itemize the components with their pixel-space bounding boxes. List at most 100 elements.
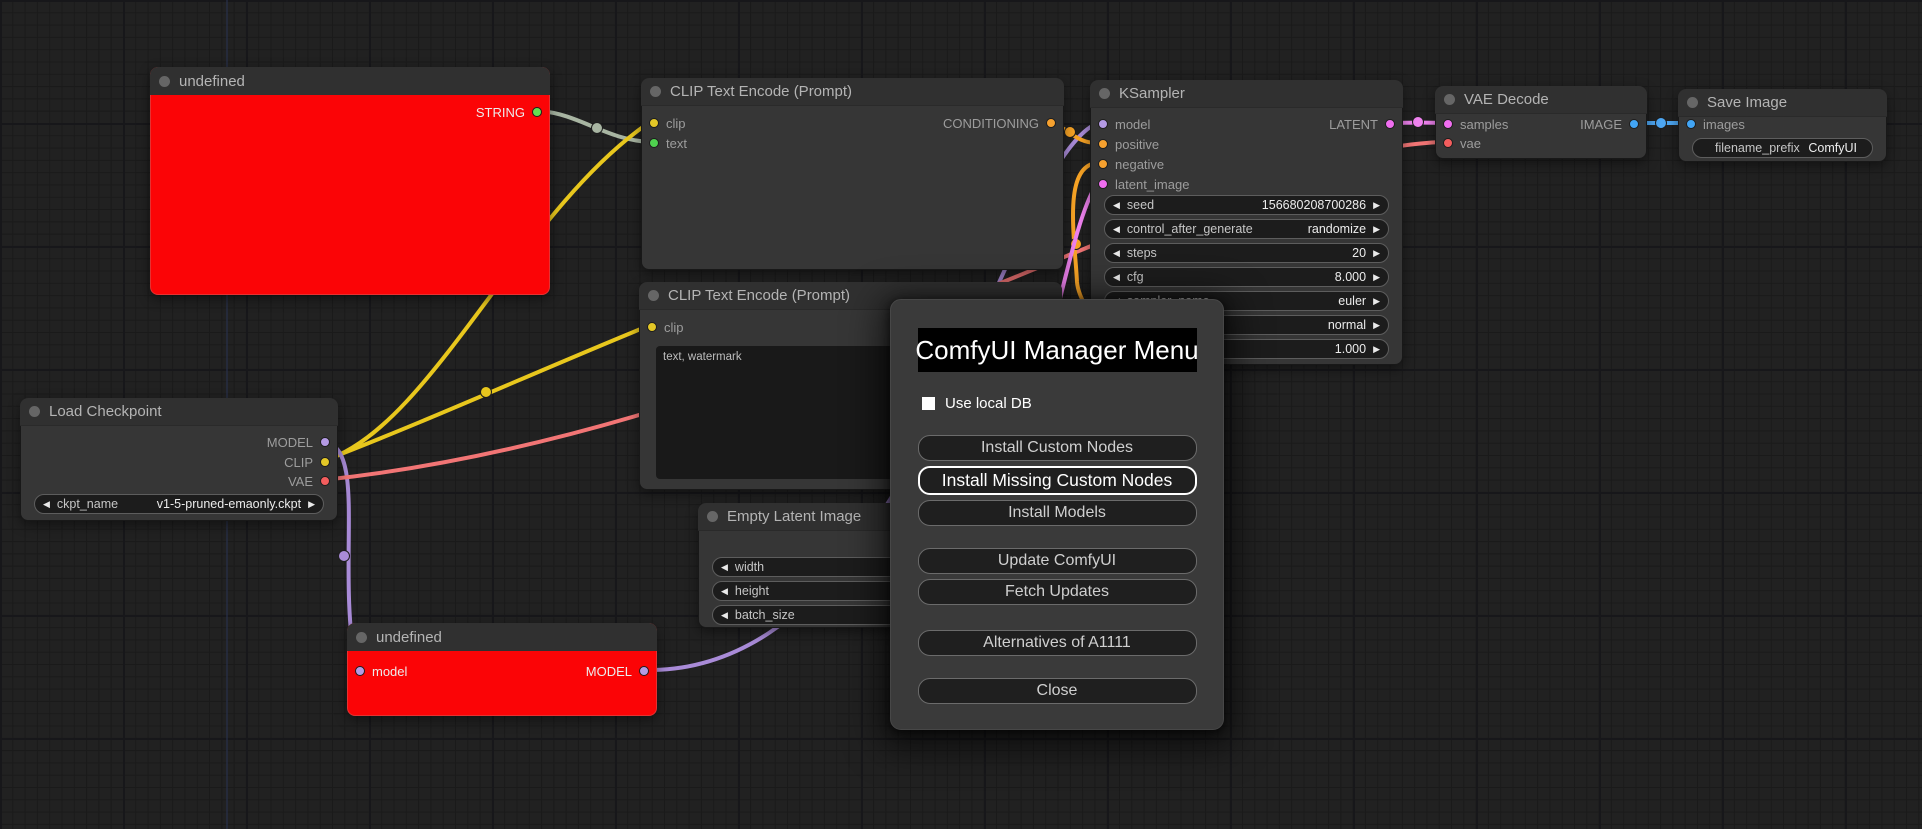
output-port-clip[interactable]: CLIP xyxy=(284,454,330,470)
link-clip-to-encode2-reroute-dot[interactable] xyxy=(480,386,492,398)
widget-control_after_generate[interactable]: ◀ control_after_generate randomize ▶ xyxy=(1104,219,1389,239)
node-collapse-dot-icon[interactable] xyxy=(1444,94,1455,105)
port-dot-clip[interactable] xyxy=(649,118,659,128)
node-collapse-dot-icon[interactable] xyxy=(707,511,718,522)
widget-value: randomize xyxy=(1307,222,1367,236)
output-port-model[interactable]: MODEL xyxy=(267,434,330,450)
install-missing-custom-nodes-button[interactable]: Install Missing Custom Nodes xyxy=(917,466,1197,495)
node-undefined-bottom[interactable]: undefined model MODEL xyxy=(347,623,657,716)
port-dot-vae[interactable] xyxy=(1443,138,1453,148)
widget-decrement-icon[interactable]: ◀ xyxy=(1113,199,1120,210)
widget-decrement-icon[interactable]: ◀ xyxy=(1113,223,1120,234)
use-local-db-checkbox[interactable] xyxy=(922,397,935,410)
widget-increment-icon[interactable]: ▶ xyxy=(1373,295,1380,306)
link-model-to-undefined-reroute-dot[interactable] xyxy=(338,550,350,562)
widget-decrement-icon[interactable]: ◀ xyxy=(721,585,728,596)
input-port-positive[interactable]: positive xyxy=(1098,136,1159,152)
widget-increment-icon[interactable]: ▶ xyxy=(1373,199,1380,210)
input-port-negative[interactable]: negative xyxy=(1098,156,1164,172)
port-dot-text[interactable] xyxy=(649,138,659,148)
widget-decrement-icon[interactable]: ◀ xyxy=(1113,271,1120,282)
node-collapse-dot-icon[interactable] xyxy=(650,86,661,97)
node-title-bar[interactable]: CLIP Text Encode (Prompt) xyxy=(639,282,1062,310)
fetch-updates-button[interactable]: Fetch Updates xyxy=(917,579,1197,605)
node-collapse-dot-icon[interactable] xyxy=(648,290,659,301)
alternatives-of-a1111-button[interactable]: Alternatives of A1111 xyxy=(917,630,1197,656)
install-custom-nodes-button[interactable]: Install Custom Nodes xyxy=(917,435,1197,461)
node-collapse-dot-icon[interactable] xyxy=(1099,88,1110,99)
widget-increment-icon[interactable]: ▶ xyxy=(1373,271,1380,282)
input-port-clip[interactable]: clip xyxy=(649,115,686,131)
input-port-model[interactable]: model xyxy=(1098,116,1150,132)
input-port-vae[interactable]: vae xyxy=(1443,135,1481,151)
node-vae-decode[interactable]: VAE Decode samples vae IMAGE xyxy=(1435,86,1647,159)
port-dot-string[interactable] xyxy=(532,107,542,117)
input-port-clip[interactable]: clip xyxy=(647,319,684,335)
link-image-to-saveimage-reroute-dot[interactable] xyxy=(1655,117,1667,129)
input-port-text[interactable]: text xyxy=(649,135,687,151)
widget-increment-icon[interactable]: ▶ xyxy=(1373,223,1380,234)
widget-increment-icon[interactable]: ▶ xyxy=(1373,319,1380,330)
node-load-checkpoint[interactable]: Load Checkpoint MODEL CLIP VAE ◀ ckpt_name v1-… xyxy=(20,398,338,521)
widget-increment-icon[interactable]: ▶ xyxy=(1373,247,1380,258)
node-title-bar[interactable]: Save Image xyxy=(1678,89,1887,117)
output-port-latent[interactable]: LATENT xyxy=(1329,116,1395,132)
close-button[interactable]: Close xyxy=(917,678,1197,704)
port-dot-vae[interactable] xyxy=(320,476,330,486)
link-positive-conditioning-reroute-dot[interactable] xyxy=(1064,126,1076,138)
node-undefined-top[interactable]: undefined STRING xyxy=(150,67,550,295)
output-port-conditioning[interactable]: CONDITIONING xyxy=(943,115,1056,131)
port-dot-image[interactable] xyxy=(1629,119,1639,129)
install-models-button[interactable]: Install Models xyxy=(917,500,1197,526)
widget-decrement-icon[interactable]: ◀ xyxy=(1113,247,1120,258)
widget-decrement-icon[interactable]: ◀ xyxy=(43,498,50,509)
widget-filename_prefix[interactable]: filename_prefix ComfyUI xyxy=(1692,138,1873,158)
node-collapse-dot-icon[interactable] xyxy=(29,406,40,417)
node-title-bar[interactable]: undefined xyxy=(150,67,550,95)
output-port-image[interactable]: IMAGE xyxy=(1580,116,1639,132)
port-dot-samples[interactable] xyxy=(1443,119,1453,129)
output-port-model[interactable]: MODEL xyxy=(586,663,649,679)
update-comfyui-button[interactable]: Update ComfyUI xyxy=(917,548,1197,574)
node-save-image[interactable]: Save Image images filename_prefix ComfyUI xyxy=(1678,89,1887,162)
widget-seed[interactable]: ◀ seed 156680208700286 ▶ xyxy=(1104,195,1389,215)
input-port-model[interactable]: model xyxy=(355,663,407,679)
input-port-images[interactable]: images xyxy=(1686,116,1745,132)
port-dot-latent[interactable] xyxy=(1385,119,1395,129)
node-collapse-dot-icon[interactable] xyxy=(356,631,367,643)
port-dot-conditioning[interactable] xyxy=(1046,118,1056,128)
node-title-bar[interactable]: VAE Decode xyxy=(1435,86,1647,114)
node-clip-text-encode-1[interactable]: CLIP Text Encode (Prompt) clip text CONDITI… xyxy=(641,78,1064,270)
port-dot-latent_image[interactable] xyxy=(1098,179,1108,189)
widget-cfg[interactable]: ◀ cfg 8.000 ▶ xyxy=(1104,267,1389,287)
port-dot-model[interactable] xyxy=(639,666,649,676)
link-latent-to-samples-reroute-dot[interactable] xyxy=(1412,116,1424,128)
node-title-bar[interactable]: Load Checkpoint xyxy=(20,398,338,426)
node-title-bar[interactable]: KSampler xyxy=(1090,80,1403,108)
input-port-samples[interactable]: samples xyxy=(1443,116,1508,132)
widget-ckpt_name[interactable]: ◀ ckpt_name v1-5-pruned-emaonly.ckpt ▶ xyxy=(34,494,324,514)
node-title-bar[interactable]: undefined xyxy=(347,623,657,651)
widget-decrement-icon[interactable]: ◀ xyxy=(721,609,728,620)
widget-increment-icon[interactable]: ▶ xyxy=(308,498,315,509)
port-dot-negative[interactable] xyxy=(1098,159,1108,169)
port-dot-clip[interactable] xyxy=(320,457,330,467)
input-port-latent_image[interactable]: latent_image xyxy=(1098,176,1189,192)
port-dot-model[interactable] xyxy=(355,666,365,676)
port-dot-images[interactable] xyxy=(1686,119,1696,129)
port-dot-model[interactable] xyxy=(1098,119,1108,129)
node-title-bar[interactable]: CLIP Text Encode (Prompt) xyxy=(641,78,1064,106)
widget-decrement-icon[interactable]: ◀ xyxy=(721,561,728,572)
node-collapse-dot-icon[interactable] xyxy=(1687,97,1698,108)
port-dot-clip[interactable] xyxy=(647,322,657,332)
link-string-to-text-reroute-dot[interactable] xyxy=(591,122,603,134)
widget-label: filename_prefix xyxy=(1715,141,1800,155)
widget-increment-icon[interactable]: ▶ xyxy=(1373,343,1380,354)
port-dot-positive[interactable] xyxy=(1098,139,1108,149)
port-dot-model[interactable] xyxy=(320,437,330,447)
node-collapse-dot-icon[interactable] xyxy=(159,75,170,87)
output-port-string[interactable]: STRING xyxy=(476,104,542,120)
output-port-vae[interactable]: VAE xyxy=(288,473,330,489)
widget-steps[interactable]: ◀ steps 20 ▶ xyxy=(1104,243,1389,263)
